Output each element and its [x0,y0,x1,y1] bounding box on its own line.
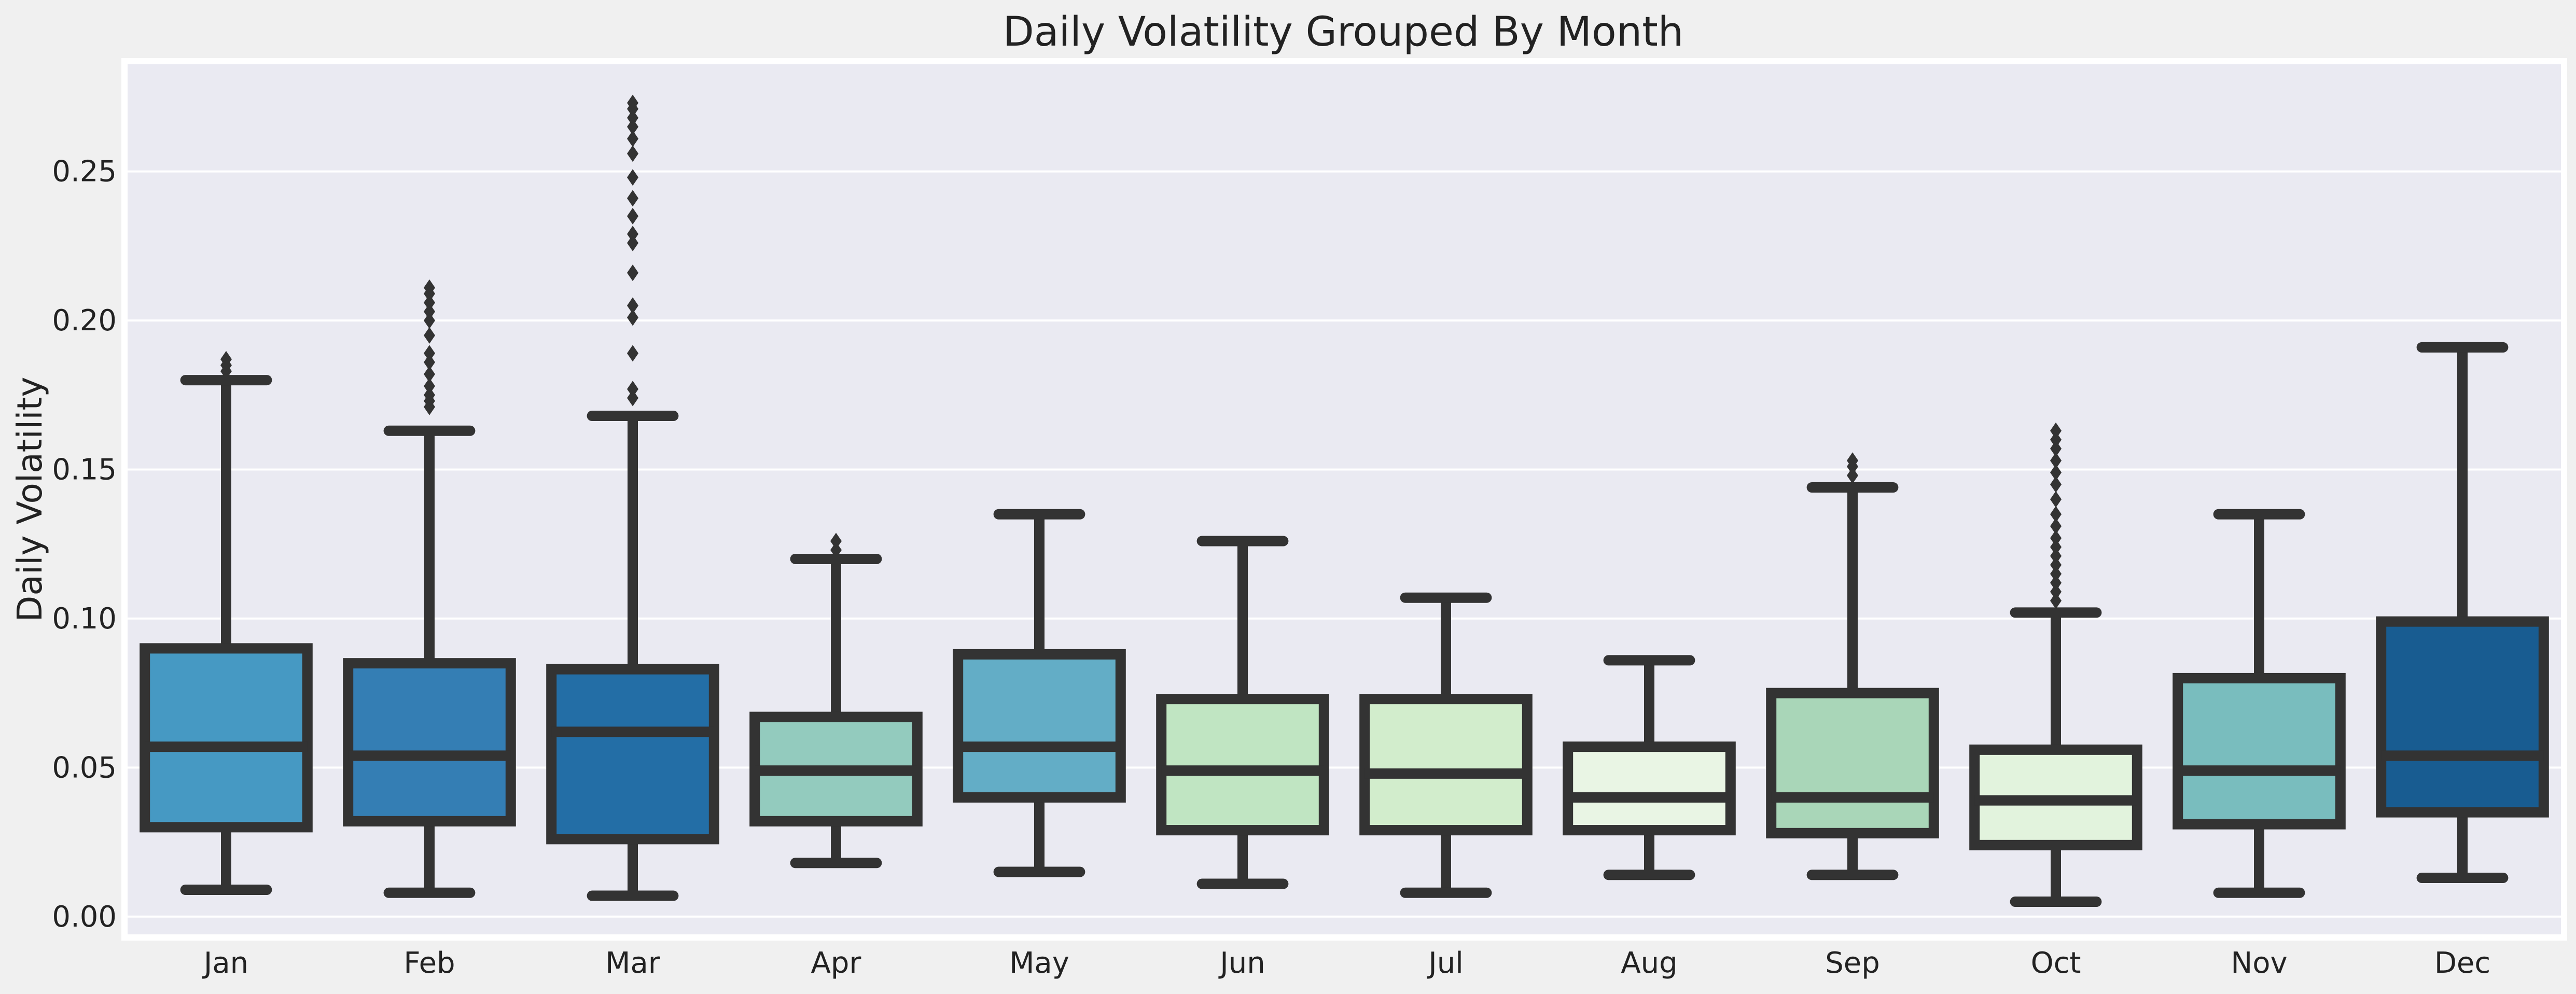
outlier-point [2050,538,2062,555]
outlier-point [424,312,435,329]
outlier-point [2050,556,2062,573]
iqr-box [1156,694,1329,836]
plot-area [121,58,2567,941]
outlier-point [2050,422,2062,439]
box-aug [1563,655,1736,880]
y-tick-label: 0.00 [52,900,117,934]
iqr-box [1359,694,1533,836]
outlier-point [627,169,638,186]
outlier-point [2050,565,2062,582]
x-tick-label: Feb [403,946,455,980]
outlier-point [2050,452,2062,469]
outlier-point [627,130,638,147]
outlier-point [627,381,638,398]
outlier-point [2050,592,2062,609]
iqr-box [140,643,313,833]
iqr-box [1563,741,1736,836]
outlier-point [627,118,638,135]
outlier-point [627,389,638,407]
x-tick-label: May [1009,946,1069,980]
outlier-point [627,94,638,111]
x-tick-label: Jul [1427,946,1464,980]
outlier-point [424,327,435,344]
y-tick-label: 0.10 [52,602,117,636]
box-oct [1969,422,2142,907]
x-tick-label: Oct [2031,946,2081,980]
outlier-point [424,294,435,311]
box-mar [546,94,719,901]
x-tick-label: Dec [2434,946,2490,980]
outlier-point [2050,431,2062,449]
x-tick-label: Jan [202,946,248,980]
outlier-point [2050,517,2062,535]
box-jul [1359,592,1533,898]
outlier-point [424,303,435,320]
iqr-box [546,664,719,845]
y-tick-label: 0.25 [52,155,117,189]
x-tick-label: Apr [811,946,862,980]
y-tick-label: 0.15 [52,453,117,487]
outlier-point [627,190,638,207]
outlier-point [2050,529,2062,547]
outlier-point [2050,506,2062,523]
outlier-point [2050,491,2062,508]
outlier-point [627,207,638,225]
chart-title: Daily Volatility Grouped By Month [1003,9,1683,55]
outlier-point [627,309,638,326]
box-sep [1766,452,1939,880]
x-tick-label: Jun [1218,946,1265,980]
iqr-box [343,658,516,827]
outlier-point [2050,548,2062,565]
y-tick-label: 0.05 [52,751,117,785]
x-axis-ticks: Jan Feb Mar Apr May Jun Jul Aug Sep Oct Nov Dec [202,946,2490,980]
outlier-point [424,279,435,296]
outlier-point [2050,464,2062,481]
iqr-box [2376,616,2549,818]
outlier-point [424,354,435,371]
outlier-point [627,345,638,362]
box-dec [2376,342,2549,884]
box-jun [1156,536,1329,889]
x-tick-label: Sep [1825,946,1880,980]
x-tick-label: Nov [2231,946,2287,980]
outlier-point [2050,574,2062,591]
outlier-point [424,377,435,395]
box-nov [2173,509,2346,898]
outlier-point [627,264,638,282]
box-jan [140,351,313,895]
box-series [140,94,2549,907]
box-apr [749,533,923,869]
outlier-point [627,297,638,314]
outlier-point [830,541,842,558]
iqr-box [953,649,1126,803]
outlier-point [2050,583,2062,600]
y-gridlines [124,170,2564,918]
outlier-point [627,226,638,243]
box-feb [343,279,516,898]
x-tick-label: Mar [605,946,661,980]
y-axis-ticks: 0.00 0.05 0.10 0.15 0.20 0.25 [52,155,117,934]
outlier-point [627,234,638,251]
y-axis-label: Daily Volatility [10,377,50,622]
box-may [953,509,1126,877]
outlier-point [220,351,232,368]
outlier-point [424,386,435,403]
outlier-point [627,145,638,162]
outlier-point [1847,452,1858,469]
outlier-point [424,345,435,362]
iqr-box [1766,688,1939,838]
outlier-point [2050,440,2062,457]
outlier-point [424,366,435,383]
iqr-box [2173,673,2346,830]
outlier-point [1847,467,1858,484]
y-tick-label: 0.20 [52,304,117,338]
outlier-point [830,533,842,550]
outlier-point [627,109,638,127]
x-tick-label: Aug [1621,946,1677,980]
outlier-point [2050,476,2062,493]
